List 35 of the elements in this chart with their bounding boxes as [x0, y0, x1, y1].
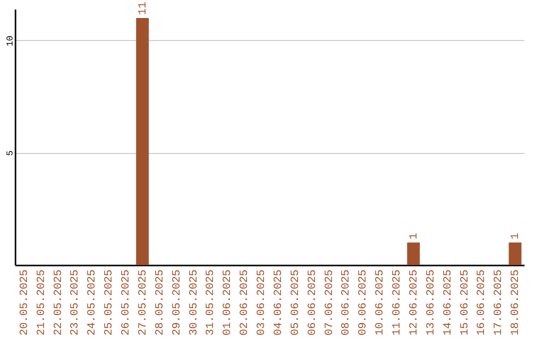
- x-tick-label: 05.06.2025: [290, 270, 302, 336]
- x-tick-label: 01.06.2025: [222, 270, 234, 336]
- x-tick-label: 14.06.2025: [442, 270, 454, 336]
- data-label: 11: [137, 1, 150, 15]
- x-tick-label: 04.06.2025: [272, 270, 285, 336]
- x-tick-label: 03.06.2025: [256, 270, 268, 336]
- x-tick-label: 15.06.2025: [459, 270, 472, 336]
- x-tick-label: 12.06.2025: [408, 270, 420, 336]
- x-tick-label: 21.05.2025: [36, 270, 48, 336]
- data-label: 1: [408, 232, 420, 240]
- x-tick-label: 11.06.2025: [392, 270, 404, 336]
- x-tick-label: 10.06.2025: [374, 270, 387, 336]
- x-tick-label: 09.06.2025: [358, 270, 370, 336]
- x-tick-label: 22.05.2025: [52, 270, 65, 336]
- x-tick-label: 25.05.2025: [104, 270, 116, 336]
- x-tick-label: 27.05.2025: [137, 270, 150, 336]
- x-tick-label: 16.06.2025: [476, 270, 488, 336]
- x-tick-label: 30.05.2025: [188, 270, 200, 336]
- x-tick-label: 13.06.2025: [425, 270, 438, 336]
- x-tick-label: 06.06.2025: [306, 270, 319, 336]
- x-tick-label: 18.06.2025: [510, 270, 522, 336]
- x-tick-label: 02.06.2025: [239, 270, 252, 336]
- x-tick-label: 31.05.2025: [205, 270, 218, 336]
- x-tick-label: 20.05.2025: [18, 270, 31, 336]
- x-tick-label: 29.05.2025: [171, 270, 184, 336]
- x-tick-label: 26.05.2025: [120, 270, 133, 336]
- x-tick-label: 17.06.2025: [493, 270, 506, 336]
- x-tick-label: 24.05.2025: [86, 270, 99, 336]
- y-tick-label: 5: [6, 150, 16, 156]
- x-tick-label: 07.06.2025: [324, 270, 336, 336]
- x-tick-label: 08.06.2025: [340, 270, 353, 336]
- x-tick-label: 23.05.2025: [70, 270, 82, 336]
- data-label: 1: [510, 232, 522, 240]
- x-tick-label: 28.05.2025: [154, 270, 166, 336]
- y-tick-label: 10: [6, 36, 16, 46]
